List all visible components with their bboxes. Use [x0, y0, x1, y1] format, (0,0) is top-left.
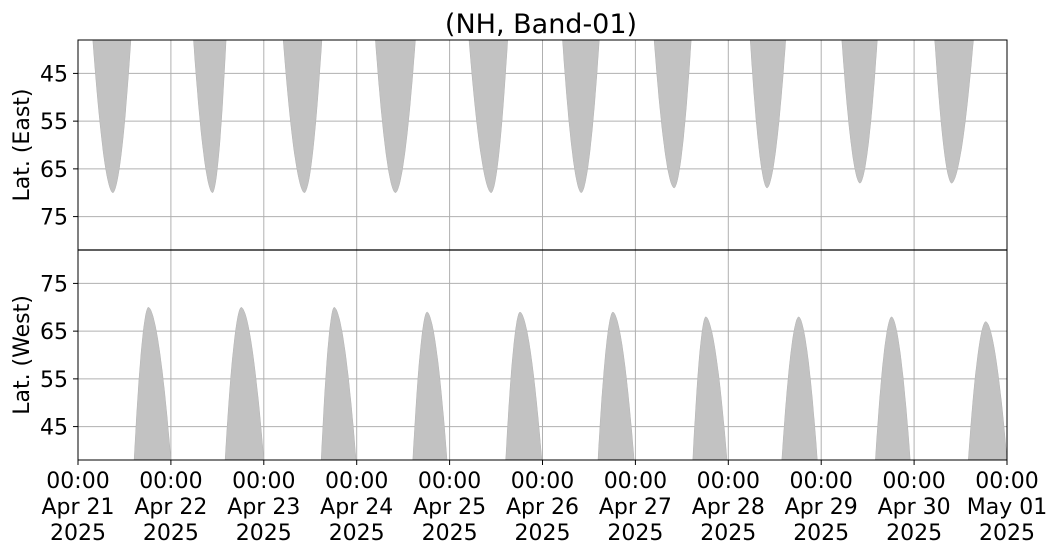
x-tick-year-5: 2025 — [515, 521, 571, 546]
x-tick-year-1: 2025 — [143, 521, 199, 546]
east-ytick-label-45: 45 — [40, 62, 68, 87]
x-tick-time-0: 00:00 — [46, 469, 109, 494]
x-tick-date-1: Apr 22 — [134, 495, 207, 520]
chart-title: (NH, Band-01) — [445, 9, 637, 40]
east-ytick-label-55: 55 — [40, 110, 68, 135]
west-coverage-pass-7 — [692, 316, 728, 461]
east-coverage-pass-5 — [468, 39, 508, 193]
x-tick-time-7: 00:00 — [697, 469, 760, 494]
x-tick-time-6: 00:00 — [604, 469, 667, 494]
east-gridlines — [73, 40, 1007, 250]
west-coverage-pass-8 — [781, 316, 818, 461]
east-coverage-pass-8 — [749, 39, 786, 189]
x-tick-time-2: 00:00 — [232, 469, 295, 494]
x-tick-year-2: 2025 — [236, 521, 292, 546]
x-tick-date-7: Apr 28 — [692, 495, 765, 520]
west-coverage-pass-1 — [133, 307, 172, 461]
x-tick-date-6: Apr 27 — [599, 495, 672, 520]
west-coverage-pass-10 — [968, 321, 1008, 461]
west-y-tick-labels: 75 65 55 45 — [40, 272, 68, 440]
x-tick-year-4: 2025 — [422, 521, 478, 546]
east-ytick-label-75: 75 — [40, 206, 68, 231]
x-tick-time-4: 00:00 — [418, 469, 481, 494]
x-tick-time-1: 00:00 — [139, 469, 202, 494]
x-tick-date-0: Apr 21 — [41, 495, 114, 520]
east-coverage-pass-4 — [375, 39, 416, 193]
x-tick-date-4: Apr 25 — [413, 495, 486, 520]
west-ytick-label-75: 75 — [40, 272, 68, 297]
west-coverage-series — [133, 307, 1008, 461]
x-tick-year-3: 2025 — [329, 521, 385, 546]
x-tick-date-9: Apr 30 — [878, 495, 951, 520]
west-coverage-pass-9 — [875, 316, 911, 461]
west-coverage-pass-6 — [597, 311, 635, 461]
east-coverage-pass-6 — [562, 39, 600, 193]
x-tick-time-9: 00:00 — [882, 469, 945, 494]
west-y-axis-label: Lat. (West) — [10, 295, 35, 415]
west-coverage-pass-4 — [412, 311, 448, 461]
west-ytick-label-45: 45 — [40, 416, 68, 441]
east-coverage-pass-1 — [92, 39, 132, 193]
x-tick-year-8: 2025 — [793, 521, 849, 546]
west-coverage-pass-3 — [320, 307, 357, 461]
x-tick-year-10: 2025 — [979, 521, 1035, 546]
panel-east: 45 55 65 75 Lat. (East) — [10, 39, 1007, 250]
x-tick-year-6: 2025 — [607, 521, 663, 546]
x-tick-year-9: 2025 — [886, 521, 942, 546]
west-coverage-pass-2 — [224, 307, 265, 461]
east-y-axis-label: Lat. (East) — [10, 89, 35, 202]
east-y-tick-labels: 45 55 65 75 — [40, 62, 68, 230]
east-coverage-pass-2 — [193, 39, 227, 194]
west-gridlines — [73, 250, 1007, 460]
west-ytick-label-55: 55 — [40, 368, 68, 393]
x-tick-year-0: 2025 — [50, 521, 106, 546]
east-ytick-label-65: 65 — [40, 158, 68, 183]
x-tick-time-10: 00:00 — [975, 469, 1038, 494]
x-tick-date-10: May 01 — [967, 495, 1047, 520]
x-tick-time-3: 00:00 — [325, 469, 388, 494]
east-coverage-series — [92, 39, 974, 194]
west-coverage-pass-5 — [505, 311, 543, 461]
x-tick-year-7: 2025 — [700, 521, 756, 546]
x-tick-date-2: Apr 23 — [227, 495, 300, 520]
x-tick-time-8: 00:00 — [789, 469, 852, 494]
x-tick-date-3: Apr 24 — [320, 495, 393, 520]
x-tick-date-5: Apr 26 — [506, 495, 579, 520]
panel-west: 75 65 55 45 Lat. (West) — [10, 250, 1008, 461]
east-coverage-pass-9 — [841, 39, 878, 184]
x-tick-date-8: Apr 29 — [785, 495, 858, 520]
east-coverage-pass-3 — [282, 39, 323, 193]
x-tick-time-5: 00:00 — [511, 469, 574, 494]
east-coverage-pass-10 — [934, 39, 974, 184]
west-ytick-label-65: 65 — [40, 320, 68, 345]
east-coverage-pass-7 — [653, 39, 692, 189]
